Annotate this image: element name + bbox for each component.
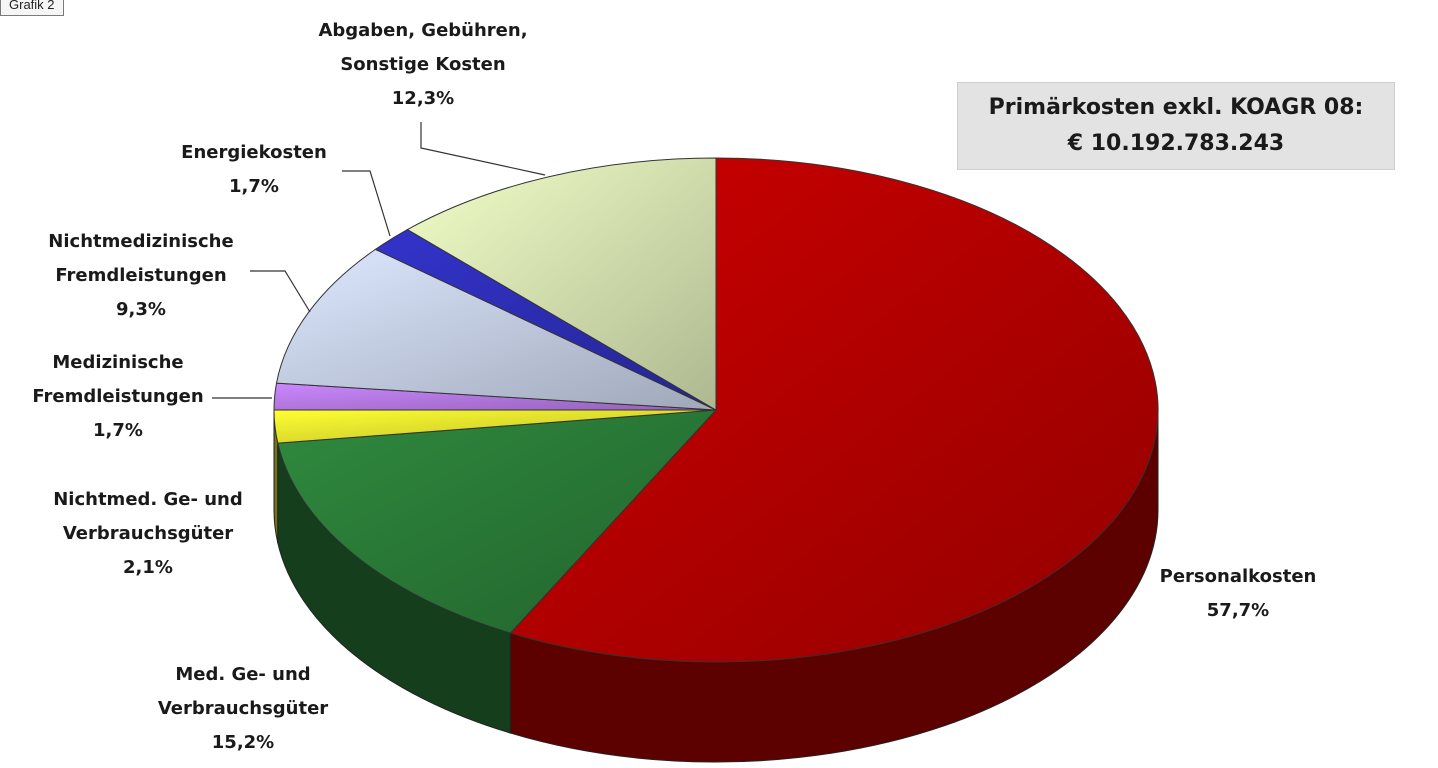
slice-label-5: Energiekosten bbox=[181, 142, 327, 163]
slice-value-label-2: 2,1% bbox=[123, 557, 173, 578]
slice-label-0: Personalkosten bbox=[1160, 566, 1317, 587]
slice-value-label-4: 9,3% bbox=[116, 299, 166, 320]
slice-label-1: Med. Ge- und bbox=[175, 664, 310, 685]
slice-label-3: Fremdleistungen bbox=[32, 386, 203, 407]
slice-label-6: Abgaben, Gebühren, bbox=[318, 20, 527, 41]
slice-label-2: Nichtmed. Ge- und bbox=[53, 489, 243, 510]
slice-value-label-3: 1,7% bbox=[93, 420, 143, 441]
total-cost-value: € 10.192.783.243 bbox=[1067, 131, 1285, 156]
slice-label-4: Nichtmedizinische bbox=[48, 231, 233, 252]
leader-line-6 bbox=[420, 122, 546, 176]
pie-slice-4 bbox=[275, 248, 717, 411]
leader-line-5 bbox=[342, 170, 391, 237]
slice-value-label-6: 12,3% bbox=[392, 88, 454, 109]
pie-slices bbox=[273, 157, 1159, 663]
slice-label-1: Verbrauchsgüter bbox=[158, 698, 328, 719]
slice-label-4: Fremdleistungen bbox=[55, 265, 226, 286]
pie-slice-6 bbox=[406, 157, 717, 411]
slice-label-6: Sonstige Kosten bbox=[340, 54, 505, 75]
slice-value-label-1: 15,2% bbox=[212, 732, 274, 753]
slice-value-label-0: 57,7% bbox=[1207, 600, 1269, 621]
pie-slice-0 bbox=[509, 157, 1159, 663]
total-cost-box: Primärkosten exkl. KOAGR 08: € 10.192.78… bbox=[957, 82, 1395, 170]
figure-badge: Grafik 2 bbox=[0, 0, 64, 16]
total-cost-label: Primärkosten exkl. KOAGR 08: bbox=[988, 95, 1364, 120]
slice-value-label-5: 1,7% bbox=[229, 176, 279, 197]
slice-labels: Personalkosten 57,7% Med. Ge- und Verbrauch… bbox=[32, 20, 1316, 753]
slice-label-2: Verbrauchsgüter bbox=[63, 523, 233, 544]
pie-slice-1 bbox=[277, 409, 718, 634]
slice-label-3: Medizinische bbox=[52, 352, 183, 373]
leader-lines bbox=[212, 122, 546, 399]
leader-line-4 bbox=[250, 270, 311, 313]
